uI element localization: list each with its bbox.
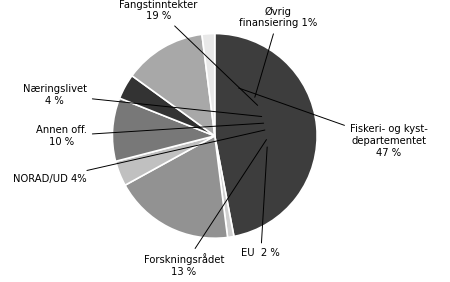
Text: Annen off.
10 %: Annen off. 10 % xyxy=(36,123,264,147)
Text: Fangstinntekter
19 %: Fangstinntekter 19 % xyxy=(119,0,258,105)
Wedge shape xyxy=(215,34,317,236)
Text: NORAD/UD 4%: NORAD/UD 4% xyxy=(13,130,265,184)
Wedge shape xyxy=(132,34,215,136)
Text: Næringslivet
4 %: Næringslivet 4 % xyxy=(23,84,262,116)
Text: EU  2 %: EU 2 % xyxy=(242,147,280,259)
Text: Forskningsrådet
13 %: Forskningsrådet 13 % xyxy=(144,140,266,277)
Wedge shape xyxy=(125,136,228,238)
Wedge shape xyxy=(215,136,234,237)
Wedge shape xyxy=(120,76,215,136)
Wedge shape xyxy=(112,98,215,161)
Wedge shape xyxy=(116,136,215,185)
Text: Fiskeri- og kyst-
departementet
47 %: Fiskeri- og kyst- departementet 47 % xyxy=(238,88,428,158)
Text: Øvrig
finansiering 1%: Øvrig finansiering 1% xyxy=(239,6,317,97)
Wedge shape xyxy=(202,34,215,136)
